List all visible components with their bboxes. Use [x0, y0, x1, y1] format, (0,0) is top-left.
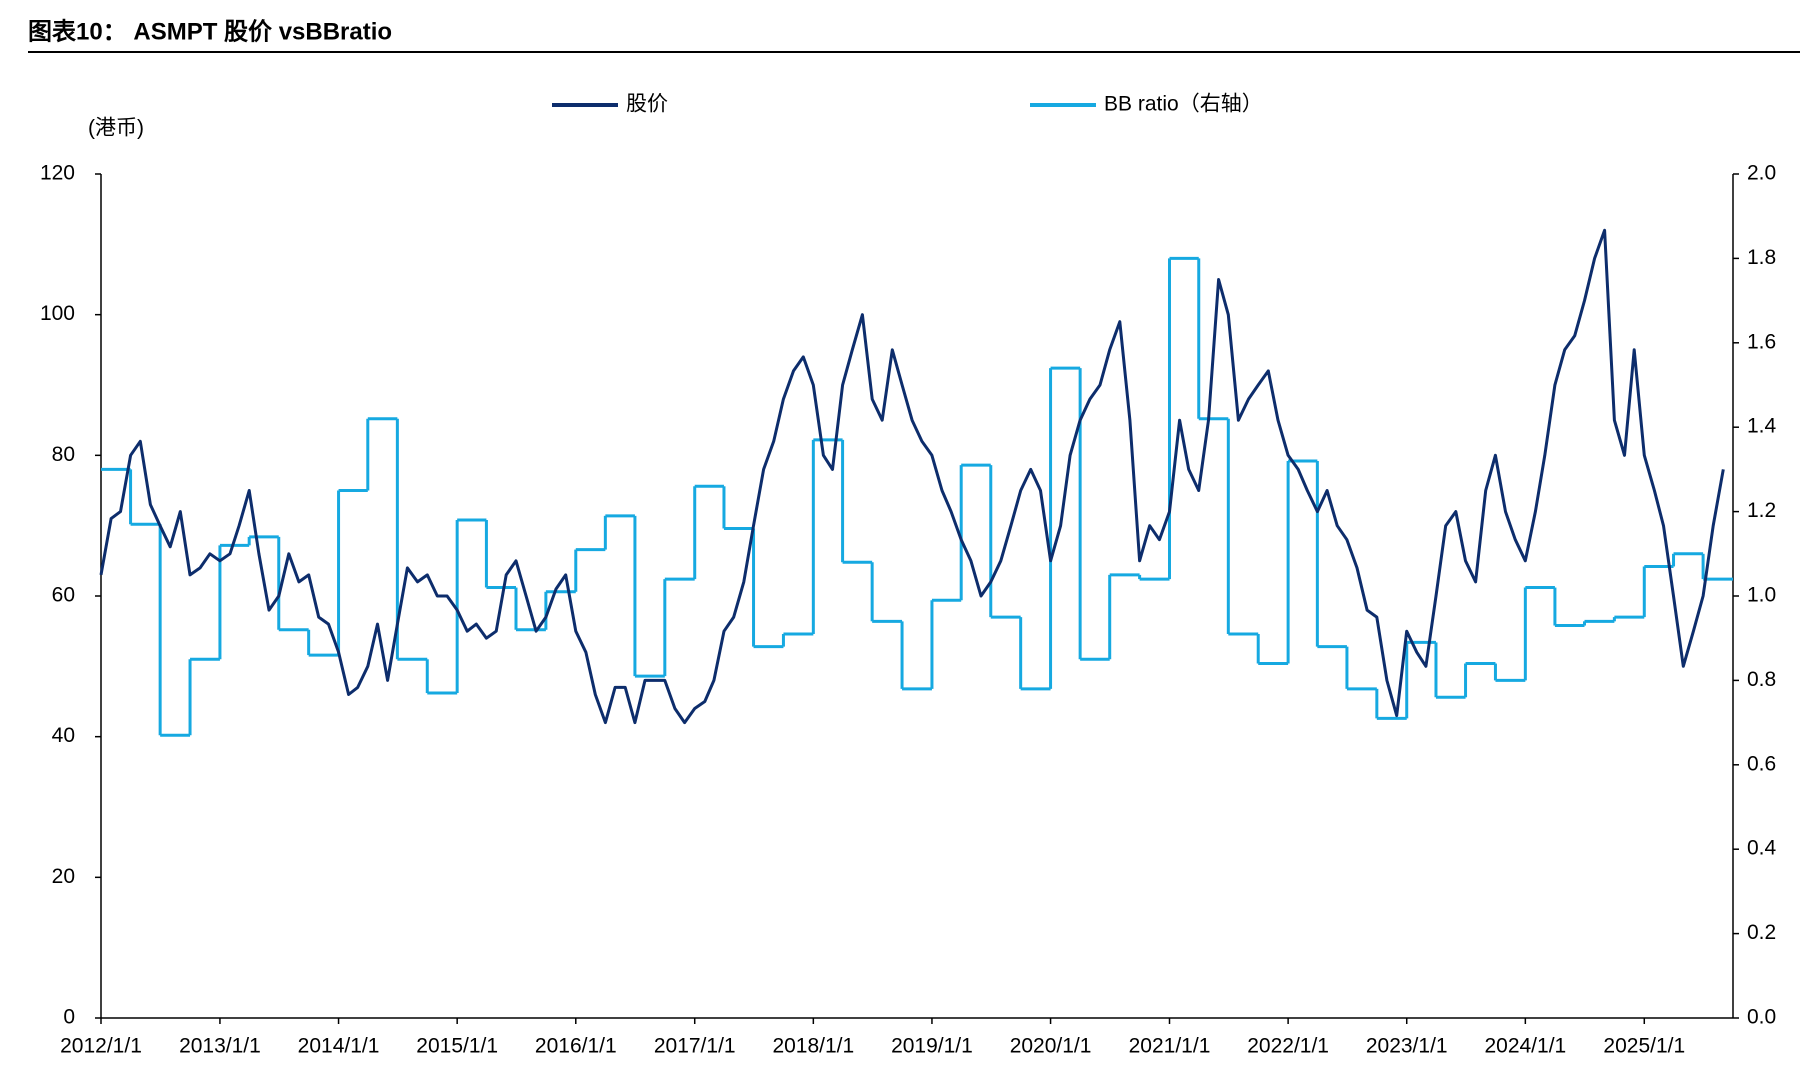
- y2-tick-label: 1.4: [1747, 415, 1777, 438]
- price-line: [99, 228, 1725, 725]
- y-tick-label: 40: [52, 724, 75, 747]
- x-tick-label: 2023/1/1: [1366, 1035, 1448, 1058]
- y2-tick-label: 0.8: [1747, 668, 1776, 691]
- x-tick-label: 2019/1/1: [891, 1035, 973, 1058]
- y-tick-label: 20: [52, 865, 75, 888]
- x-tick-label: 2022/1/1: [1247, 1035, 1329, 1058]
- x-tick-label: 2024/1/1: [1484, 1035, 1566, 1058]
- x-tick-label: 2013/1/1: [179, 1035, 261, 1058]
- x-tick-label: 2017/1/1: [654, 1035, 736, 1058]
- x-tick-label: 2025/1/1: [1603, 1035, 1685, 1058]
- y2-tick-label: 0.2: [1747, 921, 1776, 944]
- y2-tick-label: 0.4: [1747, 837, 1777, 860]
- x-tick-label: 2021/1/1: [1129, 1035, 1211, 1058]
- y-tick-label: 0: [63, 1006, 75, 1029]
- y-axis-label: (港币): [88, 117, 144, 140]
- x-tick-label: 2018/1/1: [772, 1035, 854, 1058]
- legend-label: 股价: [626, 93, 668, 116]
- x-tick-label: 2014/1/1: [298, 1035, 380, 1058]
- y2-tick-label: 1.6: [1747, 330, 1776, 353]
- y2-tick-label: 1.8: [1747, 246, 1776, 269]
- x-tick-label: 2020/1/1: [1010, 1035, 1092, 1058]
- y2-tick-label: 1.0: [1747, 584, 1776, 607]
- y-tick-label: 120: [40, 162, 75, 185]
- y-tick-label: 80: [52, 443, 75, 466]
- x-tick-label: 2012/1/1: [60, 1035, 142, 1058]
- y2-tick-label: 1.2: [1747, 499, 1776, 522]
- y2-tick-label: 0.6: [1747, 752, 1776, 775]
- x-tick-label: 2015/1/1: [416, 1035, 498, 1058]
- y2-tick-label: 2.0: [1747, 162, 1776, 185]
- y-tick-label: 100: [40, 302, 75, 325]
- legend-label: BB ratio（右轴）: [1104, 93, 1263, 116]
- chart-title: 图表10： ASMPT 股价 vsBBratio: [28, 18, 392, 45]
- y-tick-label: 60: [52, 584, 75, 607]
- y2-tick-label: 0.0: [1747, 1006, 1776, 1029]
- x-tick-label: 2016/1/1: [535, 1035, 617, 1058]
